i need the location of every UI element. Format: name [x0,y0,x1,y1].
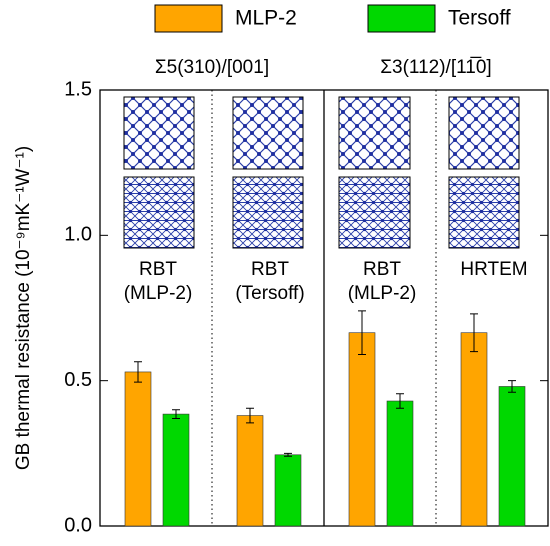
inset-image [123,96,195,170]
plot-frame [99,89,549,527]
category-label: (Tersoff) [235,283,304,304]
group-title: Σ3(112)/[11̅0] [380,57,491,78]
y-tick-label: 1.0 [64,224,92,246]
y-tick-label: 0.0 [64,514,92,536]
inset-image [232,96,304,170]
legend-swatch [367,4,436,33]
error-bar [508,380,516,393]
category-label: RBT [139,259,177,280]
inset-image [123,176,195,249]
category-label: (MLP-2) [124,283,193,304]
bar [498,386,526,527]
inset-image [448,96,520,170]
category-label: RBT [363,259,401,280]
y-tick-label: 0.5 [64,369,92,391]
error-bar [284,452,292,457]
error-bar [470,313,478,353]
inset-image [338,96,411,170]
category-label: HRTEM [460,259,527,280]
bar [162,413,190,527]
y-axis-label: GB thermal resistance (10⁻⁹mK⁻¹W⁻¹) [13,146,34,470]
bar [460,332,488,527]
bar [124,371,152,527]
insets [123,96,520,249]
error-bar [134,361,142,383]
legend-swatch [154,4,223,33]
category-label: (MLP-2) [348,283,417,304]
inset-image [338,176,411,249]
bar [274,454,302,527]
inset-image [448,176,520,249]
error-bar [396,393,404,409]
legend-label: Tersoff [448,7,511,30]
bar [348,332,376,527]
error-bar [358,310,366,356]
legend-label: MLP-2 [235,7,297,30]
bar [236,415,264,527]
category-label: RBT [251,259,289,280]
inset-image [232,176,304,249]
error-bar [172,409,180,419]
y-tick-label: 1.5 [64,78,92,100]
error-bar [246,407,254,424]
group-title: Σ5(310)/[001] [155,57,269,78]
bar [386,400,414,527]
